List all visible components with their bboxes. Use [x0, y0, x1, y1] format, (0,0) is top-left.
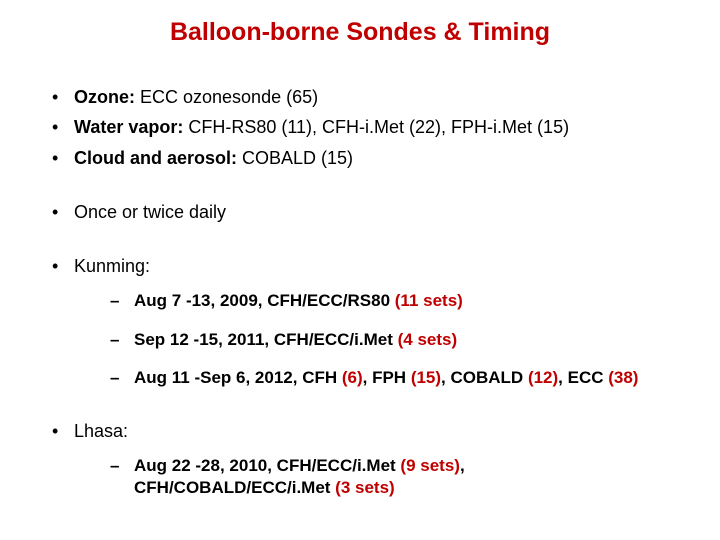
kunming-3-t4: , ECC: [558, 368, 608, 387]
lhasa-label: Lhasa:: [74, 421, 128, 441]
bullet-cloud-aerosol: Cloud and aerosol: COBALD (15): [40, 146, 680, 170]
kunming-3-t1: Aug 11 -Sep 6, 2012, CFH: [134, 368, 342, 387]
kunming-sublist: Aug 7 -13, 2009, CFH/ECC/RS80 (11 sets) …: [74, 290, 680, 388]
kunming-item-1: Aug 7 -13, 2009, CFH/ECC/RS80 (11 sets): [74, 290, 680, 312]
lhasa-1-line1-count: (9 sets): [400, 456, 460, 475]
lhasa-sublist: Aug 22 -28, 2010, CFH/ECC/i.Met (9 sets)…: [74, 455, 680, 499]
frequency-text: Once or twice daily: [74, 202, 226, 222]
cloud-label: Cloud and aerosol:: [74, 148, 237, 168]
kunming-3-t2: , FPH: [363, 368, 411, 387]
water-text: CFH-RS80 (11), CFH-i.Met (22), FPH-i.Met…: [183, 117, 569, 137]
lhasa-1-comma: ,: [460, 456, 465, 475]
lhasa-1-line2-count: (3 sets): [335, 478, 395, 497]
kunming-item-2: Sep 12 -15, 2011, CFH/ECC/i.Met (4 sets): [74, 329, 680, 351]
kunming-item-3: Aug 11 -Sep 6, 2012, CFH (6), FPH (15), …: [74, 367, 680, 389]
kunming-label: Kunming:: [74, 256, 150, 276]
kunming-3-c3: (12): [528, 368, 558, 387]
bullet-list: Ozone: ECC ozonesonde (65) Water vapor: …: [40, 85, 680, 499]
kunming-2-count: (4 sets): [398, 330, 458, 349]
kunming-1-text: Aug 7 -13, 2009, CFH/ECC/RS80: [134, 291, 395, 310]
kunming-1-count: (11 sets): [395, 291, 463, 310]
bullet-ozone: Ozone: ECC ozonesonde (65): [40, 85, 680, 109]
bullet-lhasa: Lhasa: Aug 22 -28, 2010, CFH/ECC/i.Met (…: [40, 419, 680, 499]
lhasa-1-line2-text: CFH/COBALD/ECC/i.Met: [134, 478, 335, 497]
ozone-label: Ozone:: [74, 87, 135, 107]
kunming-3-c1: (6): [342, 368, 363, 387]
slide: Balloon-borne Sondes & Timing Ozone: ECC…: [0, 0, 720, 540]
lhasa-item-1: Aug 22 -28, 2010, CFH/ECC/i.Met (9 sets)…: [74, 455, 680, 499]
ozone-text: ECC ozonesonde (65): [135, 87, 318, 107]
cloud-text: COBALD (15): [237, 148, 353, 168]
kunming-2-text: Sep 12 -15, 2011, CFH/ECC/i.Met: [134, 330, 398, 349]
bullet-kunming: Kunming: Aug 7 -13, 2009, CFH/ECC/RS80 (…: [40, 254, 680, 389]
lhasa-1-line1-text: Aug 22 -28, 2010, CFH/ECC/i.Met: [134, 456, 400, 475]
kunming-3-c2: (15): [411, 368, 441, 387]
water-label: Water vapor:: [74, 117, 183, 137]
kunming-3-t3: , COBALD: [441, 368, 528, 387]
slide-title: Balloon-borne Sondes & Timing: [40, 18, 680, 47]
kunming-3-c4: (38): [608, 368, 638, 387]
bullet-water-vapor: Water vapor: CFH-RS80 (11), CFH-i.Met (2…: [40, 115, 680, 139]
bullet-frequency: Once or twice daily: [40, 200, 680, 224]
